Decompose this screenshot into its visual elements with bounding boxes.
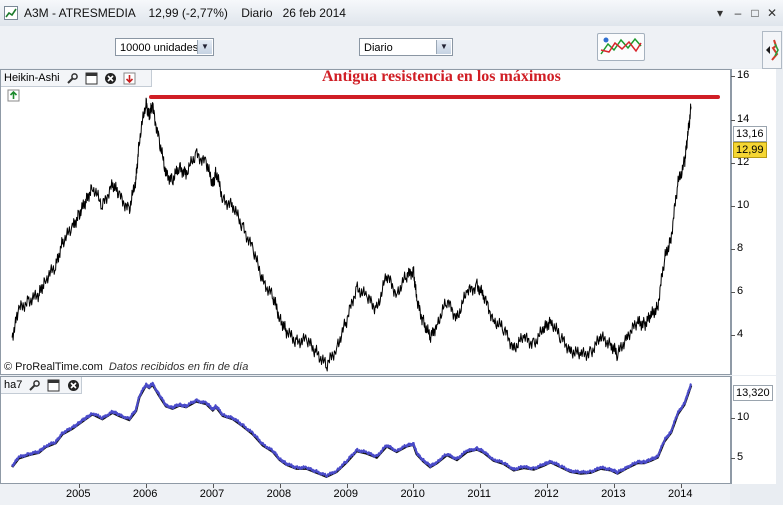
price-y-tick-label: 4 [737, 328, 744, 341]
ha7-shadow-line [11, 382, 693, 479]
price-panel [0, 69, 731, 375]
indicator-add-icon [766, 39, 779, 61]
price-series-line [11, 97, 692, 372]
indicators-chart-icon [600, 37, 642, 55]
symbol-name: A3M - ATRESMEDIA [24, 6, 136, 20]
ha7-y-tick-label: 10 [737, 411, 750, 423]
ha7-y-tick-label: 5 [737, 451, 744, 463]
x-tick-label: 2011 [467, 488, 491, 500]
x-tick-label: 2005 [66, 488, 91, 500]
last-value-label: 13,16 [733, 126, 767, 142]
current-price-label: 12,99 [733, 142, 767, 158]
x-tick-mark [614, 484, 616, 488]
maximize-icon[interactable]: □ [751, 6, 759, 20]
move-down-icon[interactable] [123, 72, 136, 85]
date-label: 26 feb 2014 [282, 6, 346, 20]
x-tick-label: 2014 [668, 488, 693, 500]
x-tick-label: 2007 [199, 488, 225, 500]
x-tick-mark [279, 484, 281, 488]
ha7-panel-name: ha7 [4, 379, 23, 391]
x-tick-label: 2013 [601, 488, 626, 500]
price-y-tick-label: 6 [737, 285, 744, 298]
ha7-y-tick-mark [731, 458, 735, 459]
x-tick-mark [480, 484, 482, 488]
price-y-tick-mark [731, 292, 735, 294]
remove-icon[interactable] [104, 72, 117, 85]
x-tick-label: 2010 [400, 488, 425, 500]
x-tick-mark [547, 484, 549, 488]
window-icon[interactable] [47, 379, 60, 392]
data-credit: © ProRealTime.com Datos recibidos en fin… [4, 361, 248, 373]
x-tick-mark [681, 484, 682, 488]
price-y-tick-mark [731, 162, 735, 164]
x-tick-mark [346, 484, 348, 488]
minimize-icon[interactable]: – [734, 6, 742, 20]
price-y-tick-mark [731, 249, 735, 251]
ha7-panel [0, 376, 731, 484]
x-tick-label: 2009 [333, 488, 359, 500]
credit-source: © ProRealTime.com [4, 361, 103, 373]
price-y-tick-label: 16 [737, 69, 750, 82]
x-tick-mark [79, 484, 80, 488]
price-y-tick-label: 8 [737, 242, 744, 255]
resistance-annotation: Antigua resistencia en los máximos [322, 68, 561, 85]
x-tick-label: 2008 [266, 488, 292, 500]
wrench-icon[interactable] [28, 379, 41, 392]
x-tick-label: 2012 [534, 488, 559, 500]
price-y-tick-mark [731, 205, 735, 207]
ha7-series-line [11, 381, 692, 478]
chevron-down-icon[interactable]: ▼ [436, 40, 451, 54]
ha7-last-value-label: 13,320 [733, 385, 773, 401]
ha7-panel-header: ha7 [1, 377, 82, 394]
window-title: A3M - ATRESMEDIA 12,99 (-2,77%) Diario 2… [24, 6, 346, 20]
time-axis [0, 484, 730, 505]
x-tick-mark [413, 484, 415, 488]
chart-app-icon [4, 6, 18, 20]
chevron-down-icon[interactable]: ▼ [197, 40, 212, 54]
price-plot [11, 95, 720, 372]
price-panel-header: Heikin-Ashi [1, 70, 152, 102]
x-tick-mark [145, 484, 147, 488]
dropdown-arrow-icon[interactable]: ▾ [716, 6, 724, 20]
remove-icon[interactable] [67, 379, 80, 392]
price-change: 12,99 (-2,77%) [148, 6, 228, 20]
price-y-tick-label: 10 [737, 198, 750, 211]
price-y-tick-label: 14 [737, 112, 750, 125]
move-up-icon[interactable] [7, 89, 20, 102]
close-icon[interactable]: ✕ [766, 6, 778, 20]
x-tick-mark [212, 484, 214, 488]
indicators-button[interactable] [597, 33, 645, 61]
price-y-tick-label: 12 [737, 155, 750, 168]
window-icon[interactable] [85, 72, 98, 85]
wrench-icon[interactable] [66, 72, 79, 85]
price-y-tick-mark [731, 335, 735, 337]
price-panel-name: Heikin-Ashi [4, 72, 60, 84]
title-bar: A3M - ATRESMEDIA 12,99 (-2,77%) Diario 2… [0, 0, 783, 27]
period-select[interactable]: Diario ▼ [359, 38, 453, 56]
credit-note: Datos recibidos en fin de día [108, 361, 249, 373]
x-tick-label: 2006 [132, 488, 158, 500]
price-y-axis [731, 69, 776, 375]
timeframe-label: Diario [241, 6, 273, 20]
ha7-y-tick-mark [731, 418, 735, 419]
price-y-tick-mark [731, 119, 735, 121]
side-panel-button[interactable] [762, 31, 782, 69]
period-select-value: Diario [364, 42, 393, 54]
units-select-value: 10000 unidades [120, 42, 199, 54]
ha7-plot [11, 381, 693, 479]
units-select[interactable]: 10000 unidades ▼ [115, 38, 214, 56]
price-y-tick-mark [731, 76, 735, 78]
